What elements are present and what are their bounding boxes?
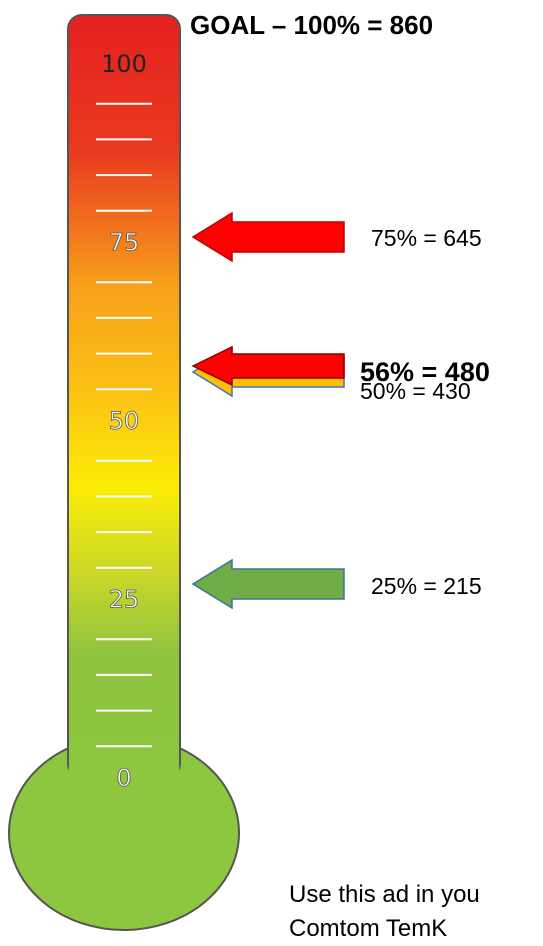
scale-label-100: 100 [101, 50, 147, 78]
marker-label-75: 75% = 645 [371, 225, 482, 251]
marker-label-50: 50% = 430 [360, 378, 471, 404]
marker-arrow-25 [191, 558, 345, 610]
scale-label-50: 50 [109, 407, 140, 435]
scale-label-25: 25 [109, 586, 140, 614]
tube-bulb-join [69, 740, 179, 800]
scale-label-0: 0 [116, 764, 131, 792]
footer-line-1: Use this ad in you [289, 881, 480, 908]
marker-arrow-75 [191, 211, 345, 263]
marker-label-25: 25% = 215 [371, 573, 482, 599]
thermometer-tube [67, 14, 181, 778]
scale-label-75: 75 [109, 229, 140, 257]
marker-arrow-50 [191, 345, 345, 387]
footer-text: Use this ad in you Comtom TemK [289, 878, 480, 946]
marker-label-56: 56% = 480 [360, 357, 490, 387]
footer-line-2: Comtom TemK [289, 915, 448, 942]
goal-label: GOAL – 100% = 860 [190, 10, 434, 40]
